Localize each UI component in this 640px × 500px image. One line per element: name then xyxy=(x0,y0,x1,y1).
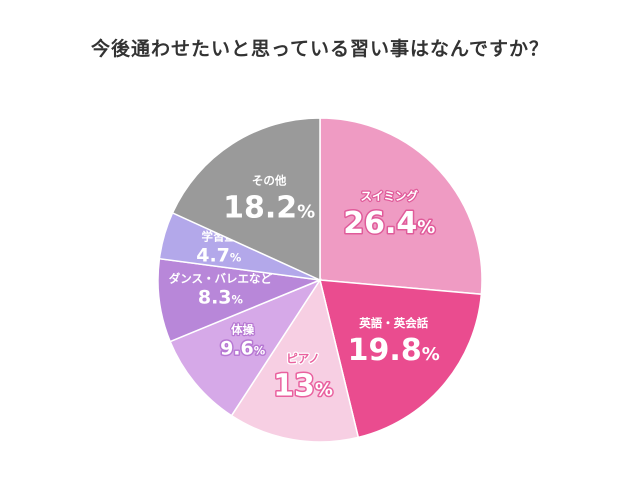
slice-label: スイミング xyxy=(361,189,419,203)
slice-label: 英語・英会話 xyxy=(358,316,428,330)
pie-slice xyxy=(169,278,322,417)
pie-slice xyxy=(319,279,483,439)
slice-label: ピアノ xyxy=(286,351,319,365)
pie-slice xyxy=(230,278,360,443)
chart-title: 今後通わせたいと思っている習い事はなんですか？ xyxy=(90,38,550,60)
slice-label: その他 xyxy=(252,173,287,187)
slice-value: 4.7% xyxy=(196,244,242,266)
slice-label: ダンス・バレエなど xyxy=(169,271,273,285)
slice-label: 体操 xyxy=(231,323,254,337)
pie-slice xyxy=(319,117,483,296)
pie-slice xyxy=(171,117,321,282)
slice-value: 8.3% xyxy=(198,286,244,308)
